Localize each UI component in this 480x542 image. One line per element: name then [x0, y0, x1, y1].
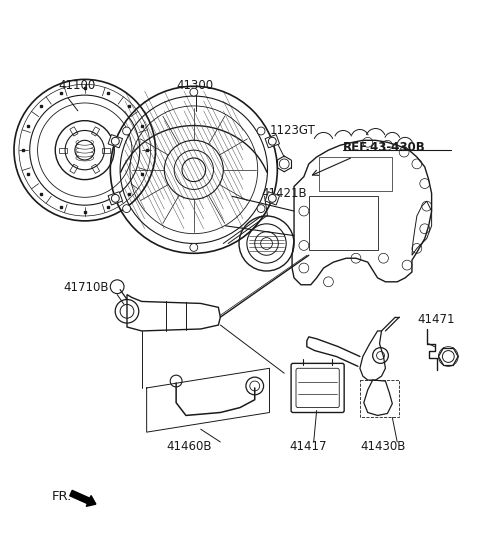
Text: 41421B: 41421B — [262, 187, 307, 200]
Bar — [265, 192, 279, 205]
Bar — [319, 157, 392, 191]
Circle shape — [268, 137, 276, 145]
Text: 41710B: 41710B — [63, 281, 108, 294]
Text: 41100: 41100 — [58, 79, 96, 92]
Bar — [70, 164, 78, 173]
Text: FR.: FR. — [51, 489, 72, 502]
Bar — [265, 134, 279, 148]
Text: 41471: 41471 — [417, 313, 455, 326]
Circle shape — [111, 137, 119, 145]
Bar — [108, 192, 122, 205]
Circle shape — [257, 127, 265, 135]
Bar — [360, 380, 399, 417]
Bar — [309, 196, 378, 250]
Text: 1123GT: 1123GT — [269, 124, 315, 137]
Circle shape — [123, 205, 131, 212]
Text: 41430B: 41430B — [360, 441, 405, 454]
Bar — [92, 127, 100, 136]
Circle shape — [190, 88, 198, 96]
Circle shape — [123, 127, 131, 135]
Text: REF.43-430B: REF.43-430B — [343, 141, 426, 154]
Circle shape — [257, 205, 265, 212]
Circle shape — [268, 195, 276, 202]
Bar — [70, 127, 78, 136]
Text: 41300: 41300 — [176, 79, 213, 92]
Text: 41417: 41417 — [289, 441, 326, 454]
Bar — [59, 147, 67, 153]
Circle shape — [190, 243, 198, 251]
Bar — [92, 164, 100, 173]
Bar — [102, 147, 110, 153]
FancyArrow shape — [70, 491, 96, 506]
Text: 41460B: 41460B — [166, 441, 212, 454]
Circle shape — [111, 195, 119, 202]
Bar — [108, 134, 122, 148]
